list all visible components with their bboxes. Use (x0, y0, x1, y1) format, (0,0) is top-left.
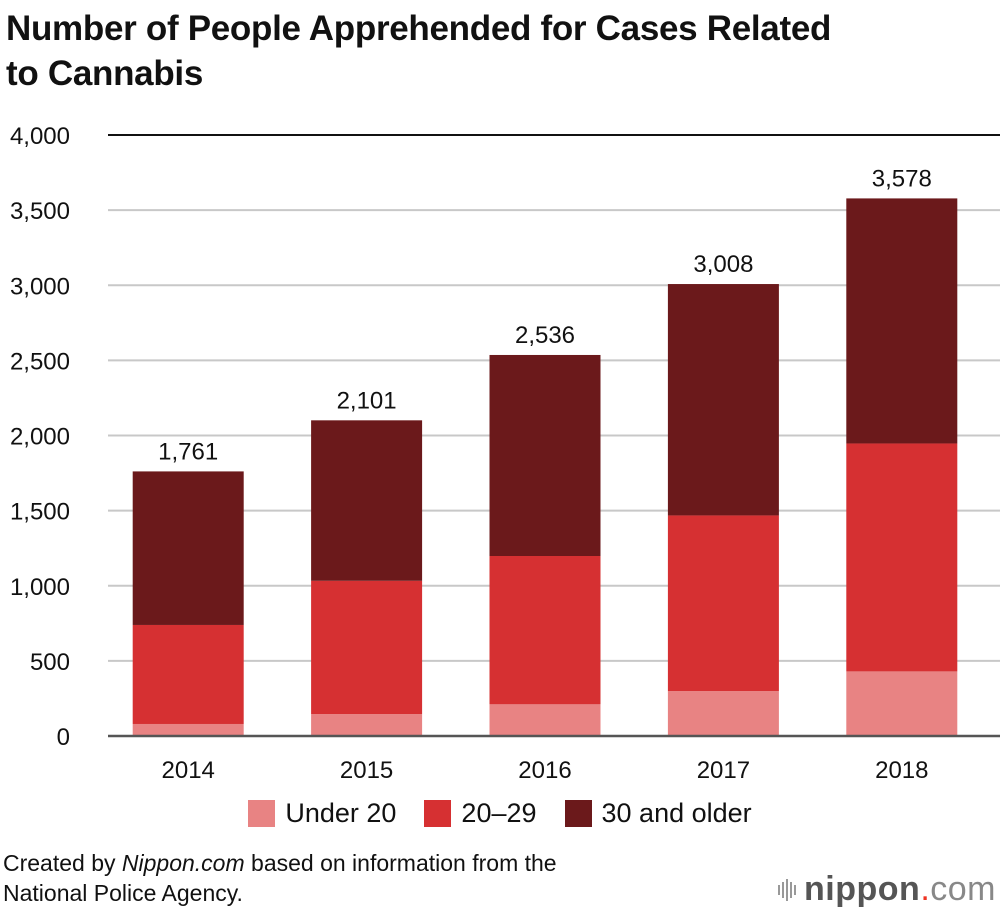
y-tick-label: 1,500 (10, 499, 70, 526)
legend-item-under-20: Under 20 (248, 798, 396, 829)
legend-swatch-under-20 (248, 800, 276, 827)
y-tick-label: 500 (30, 649, 70, 676)
bar-segment-under-20-2014 (132, 723, 244, 736)
bar-segment-30-and-older-2016 (489, 354, 601, 557)
chart-title-line2: to Cannabis (6, 54, 203, 93)
y-tick-label: 4,000 (10, 123, 70, 150)
x-tick-label-2014: 2014 (162, 757, 215, 784)
chart-title: Number of People Apprehended for Cases R… (6, 6, 996, 96)
bar-segment-20-29-2017 (667, 515, 779, 692)
total-label-2017: 3,008 (693, 251, 753, 278)
y-tick-label: 2,500 (10, 348, 70, 375)
total-label-2018: 3,578 (872, 165, 932, 192)
source-note: Created by Nippon.com based on informati… (3, 848, 557, 908)
y-tick-label: 3,000 (10, 273, 70, 300)
y-tick-label: 1,000 (10, 574, 70, 601)
y-tick-label: 2,000 (10, 424, 70, 451)
bars (132, 198, 958, 736)
x-tick-label-2015: 2015 (340, 757, 393, 784)
logo-dot: . (920, 870, 931, 908)
bar-segment-under-20-2017 (667, 691, 779, 736)
source-prefix: Created by (3, 850, 122, 876)
source-line2: National Police Agency. (3, 880, 243, 906)
source-suffix: based on information from the (244, 850, 557, 876)
legend-label-30-and-older: 30 and older (601, 798, 752, 828)
bar-segment-30-and-older-2017 (667, 284, 779, 516)
total-label-2014: 1,761 (158, 438, 218, 465)
bar-segment-20-29-2015 (311, 580, 423, 715)
x-axis: 2014 2015 2016 2017 2018 (108, 734, 1000, 784)
total-labels: 1,761 2,101 2,536 3,008 3,578 (158, 165, 932, 465)
bar-chart: 05001,0001,5002,0002,5003,0003,5004,000 … (10, 123, 1000, 784)
y-tick-label: 0 (57, 724, 70, 751)
legend-item-20-29: 20–29 (424, 798, 537, 829)
legend-label-under-20: Under 20 (285, 798, 397, 828)
total-label-2016: 2,536 (515, 322, 575, 349)
source-brand: Nippon.com (121, 850, 245, 876)
bar-segment-20-29-2018 (846, 443, 958, 672)
logo-name: nippon (804, 870, 921, 908)
y-tick-label: 3,500 (10, 198, 70, 225)
legend-item-30-and-older: 30 and older (564, 798, 752, 829)
bar-segment-under-20-2018 (846, 671, 958, 736)
bar-segment-30-and-older-2014 (132, 471, 244, 625)
bar-segment-30-and-older-2015 (311, 420, 423, 581)
total-label-2015: 2,101 (337, 387, 397, 414)
x-tick-label-2017: 2017 (697, 757, 750, 784)
legend: Under 20 20–29 30 and older (0, 798, 1000, 829)
bar-segment-30-and-older-2018 (846, 198, 958, 444)
logo-tld: com (930, 870, 996, 908)
bar-segment-20-29-2014 (132, 624, 244, 724)
chart-title-line1: Number of People Apprehended for Cases R… (6, 9, 832, 48)
logo-bars-icon (778, 878, 797, 901)
legend-swatch-20-29 (424, 800, 452, 827)
x-tick-label-2016: 2016 (518, 757, 571, 784)
bar-segment-20-29-2016 (489, 556, 601, 705)
x-tick-label-2018: 2018 (875, 757, 928, 784)
bar-segment-under-20-2016 (489, 704, 601, 736)
bar-segment-under-20-2015 (311, 714, 423, 736)
legend-swatch-30-and-older (564, 800, 592, 827)
y-axis: 0 500 1,000 1,500 2,000 2,500 3,000 3,500 4,000 (10, 123, 70, 751)
nippon-logo: nippon. com (778, 870, 996, 909)
legend-label-20-29: 20–29 (461, 798, 537, 828)
